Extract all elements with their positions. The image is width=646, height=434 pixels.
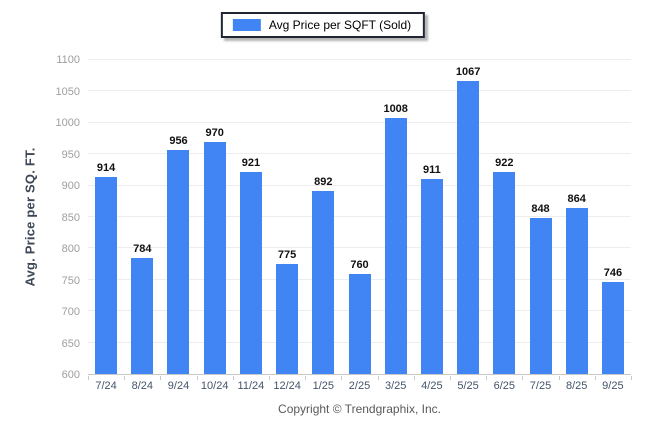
x-tick-label: 12/24 (273, 380, 301, 392)
gridline (88, 121, 631, 123)
x-axis-tick (377, 376, 379, 380)
x-tick-label: 1/25 (312, 380, 335, 392)
y-tick-label: 800 (61, 243, 80, 255)
x-tick-label: 3/25 (384, 380, 407, 392)
x-axis-tick (486, 376, 488, 380)
y-tick-label: 1050 (55, 85, 80, 98)
gridline (88, 90, 631, 92)
x-tick-label: 8/25 (565, 380, 588, 392)
bar-value-label: 746 (603, 267, 623, 280)
bar (384, 117, 407, 374)
bar-value-label: 760 (350, 258, 369, 271)
bar-value-label: 911 (423, 163, 441, 176)
bar-value-label: 784 (133, 243, 152, 256)
bar (131, 258, 154, 374)
x-axis-labels: 7/24 8/24 9/24 10/24 11/24 12/24 1/25 2/25 3/25 4… (88, 380, 631, 394)
gridline (88, 153, 631, 155)
copyright-footer: Copyright © Trendgraphix, Inc. (278, 402, 441, 416)
bar (312, 190, 335, 374)
y-tick-label: 650 (61, 337, 80, 350)
bar-value-label: 922 (495, 156, 514, 169)
x-tick-label: 2/25 (348, 380, 371, 392)
y-tick-label: 1100 (56, 54, 80, 66)
bar-value-label: 1008 (383, 102, 408, 115)
x-axis-tick (305, 376, 307, 380)
x-tick-label: 7/25 (529, 380, 552, 392)
x-tick-label: 9/24 (167, 380, 190, 392)
x-axis-ticks (88, 376, 632, 380)
x-tick-label: 5/25 (457, 380, 479, 392)
x-axis-tick (450, 376, 451, 380)
x-axis-tick (269, 376, 270, 380)
x-tick-label: 10/24 (200, 380, 229, 392)
x-tick-label: 7/24 (95, 380, 117, 392)
bar (276, 264, 299, 374)
y-tick-label: 850 (61, 211, 80, 224)
gridline (88, 216, 631, 217)
x-tick-label: 9/25 (602, 380, 624, 392)
y-tick-label: 950 (61, 148, 80, 161)
y-tick-label: 700 (61, 306, 80, 318)
bar (457, 80, 480, 374)
y-tick-label: 1000 (55, 117, 80, 129)
bar (167, 150, 190, 374)
plot-area: 914 784 956 970 921 775 892 760 1008 911 1067 922 84… (88, 59, 631, 375)
bar-value-label: 892 (314, 175, 333, 188)
bar (239, 172, 262, 374)
x-axis-tick (522, 376, 524, 380)
x-axis-tick (196, 376, 198, 380)
legend-swatch (232, 19, 261, 31)
gridline (88, 184, 631, 186)
bar (565, 208, 588, 374)
bar-value-label: 921 (241, 157, 261, 170)
x-axis-tick (341, 376, 343, 380)
bar-value-label: 848 (531, 203, 550, 216)
y-tick-label: 600 (61, 369, 80, 381)
x-tick-label: 8/24 (131, 380, 154, 392)
bar-value-label: 970 (205, 126, 224, 139)
bar-value-label: 1067 (455, 65, 481, 78)
bar (95, 176, 118, 374)
x-axis-tick (124, 376, 126, 380)
x-axis-tick (413, 376, 415, 380)
x-axis-tick (631, 376, 632, 380)
y-axis-labels: 600 650 700 750 800 850 900 950 1000 1050 1100 (0, 54, 80, 381)
legend: Avg Price per SQFT (Sold) (220, 12, 426, 38)
bar (420, 178, 443, 374)
bar-value-label: 914 (96, 161, 116, 174)
x-tick-label: 6/25 (493, 380, 516, 392)
bar-value-label: 775 (277, 249, 297, 262)
x-axis-tick (160, 376, 162, 380)
bar (601, 282, 624, 374)
bar-value-label: 864 (567, 193, 586, 206)
x-axis-tick (232, 376, 234, 380)
legend-label: Avg Price per SQFT (Sold) (268, 18, 412, 32)
bar (203, 141, 226, 374)
x-tick-label: 4/25 (421, 380, 443, 392)
gridline (88, 247, 631, 249)
y-tick-label: 900 (61, 180, 80, 192)
x-tick-label: 11/24 (237, 380, 265, 392)
y-tick-label: 750 (61, 274, 80, 287)
x-axis-tick (88, 376, 89, 380)
bar (493, 171, 516, 374)
bar (529, 218, 552, 374)
bar-value-label: 956 (169, 135, 188, 148)
bar (348, 273, 371, 374)
gridline (88, 59, 631, 60)
x-axis-tick (594, 376, 596, 380)
x-axis-tick (558, 376, 560, 380)
